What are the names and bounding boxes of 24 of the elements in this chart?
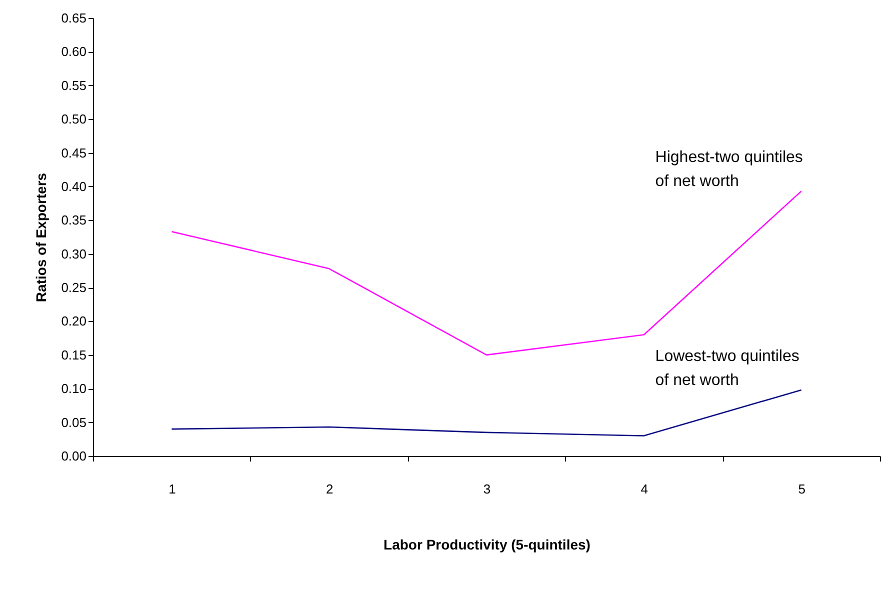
x-tick-label: 2 xyxy=(326,482,334,496)
y-tick-label: 0.20 xyxy=(61,314,86,329)
y-tick-label: 0.65 xyxy=(61,10,86,26)
y-tick-label: 0.45 xyxy=(61,145,86,160)
series-label: Highest-two quintiles of net worth xyxy=(655,149,803,190)
x-tick-label: 4 xyxy=(640,482,648,496)
y-axis-title: Ratios of Exporters xyxy=(33,172,50,302)
series-label: Lowest-two quintiles of net worth xyxy=(655,348,800,389)
x-tick-label: 1 xyxy=(168,482,176,496)
x-tick-label: 3 xyxy=(483,482,491,496)
y-tick-label: 0.40 xyxy=(61,178,86,194)
y-tick-label: 0.15 xyxy=(61,347,86,362)
y-tick-label: 0.05 xyxy=(61,414,86,430)
y-tick-label: 0.60 xyxy=(61,44,86,60)
y-tick-label: 0.35 xyxy=(61,212,86,228)
x-tick-label: 5 xyxy=(798,482,806,496)
x-axis-title: Labor Productivity (5-quintiles) xyxy=(384,536,590,552)
y-tick-label: 0.10 xyxy=(61,381,86,396)
y-tick-label: 0.50 xyxy=(61,112,86,127)
y-tick-label: 0.55 xyxy=(61,78,86,93)
y-tick-label: 0.00 xyxy=(61,448,86,464)
line-series xyxy=(171,389,802,436)
y-tick-label: 0.25 xyxy=(61,280,86,296)
y-tick-label: 0.30 xyxy=(61,246,86,262)
